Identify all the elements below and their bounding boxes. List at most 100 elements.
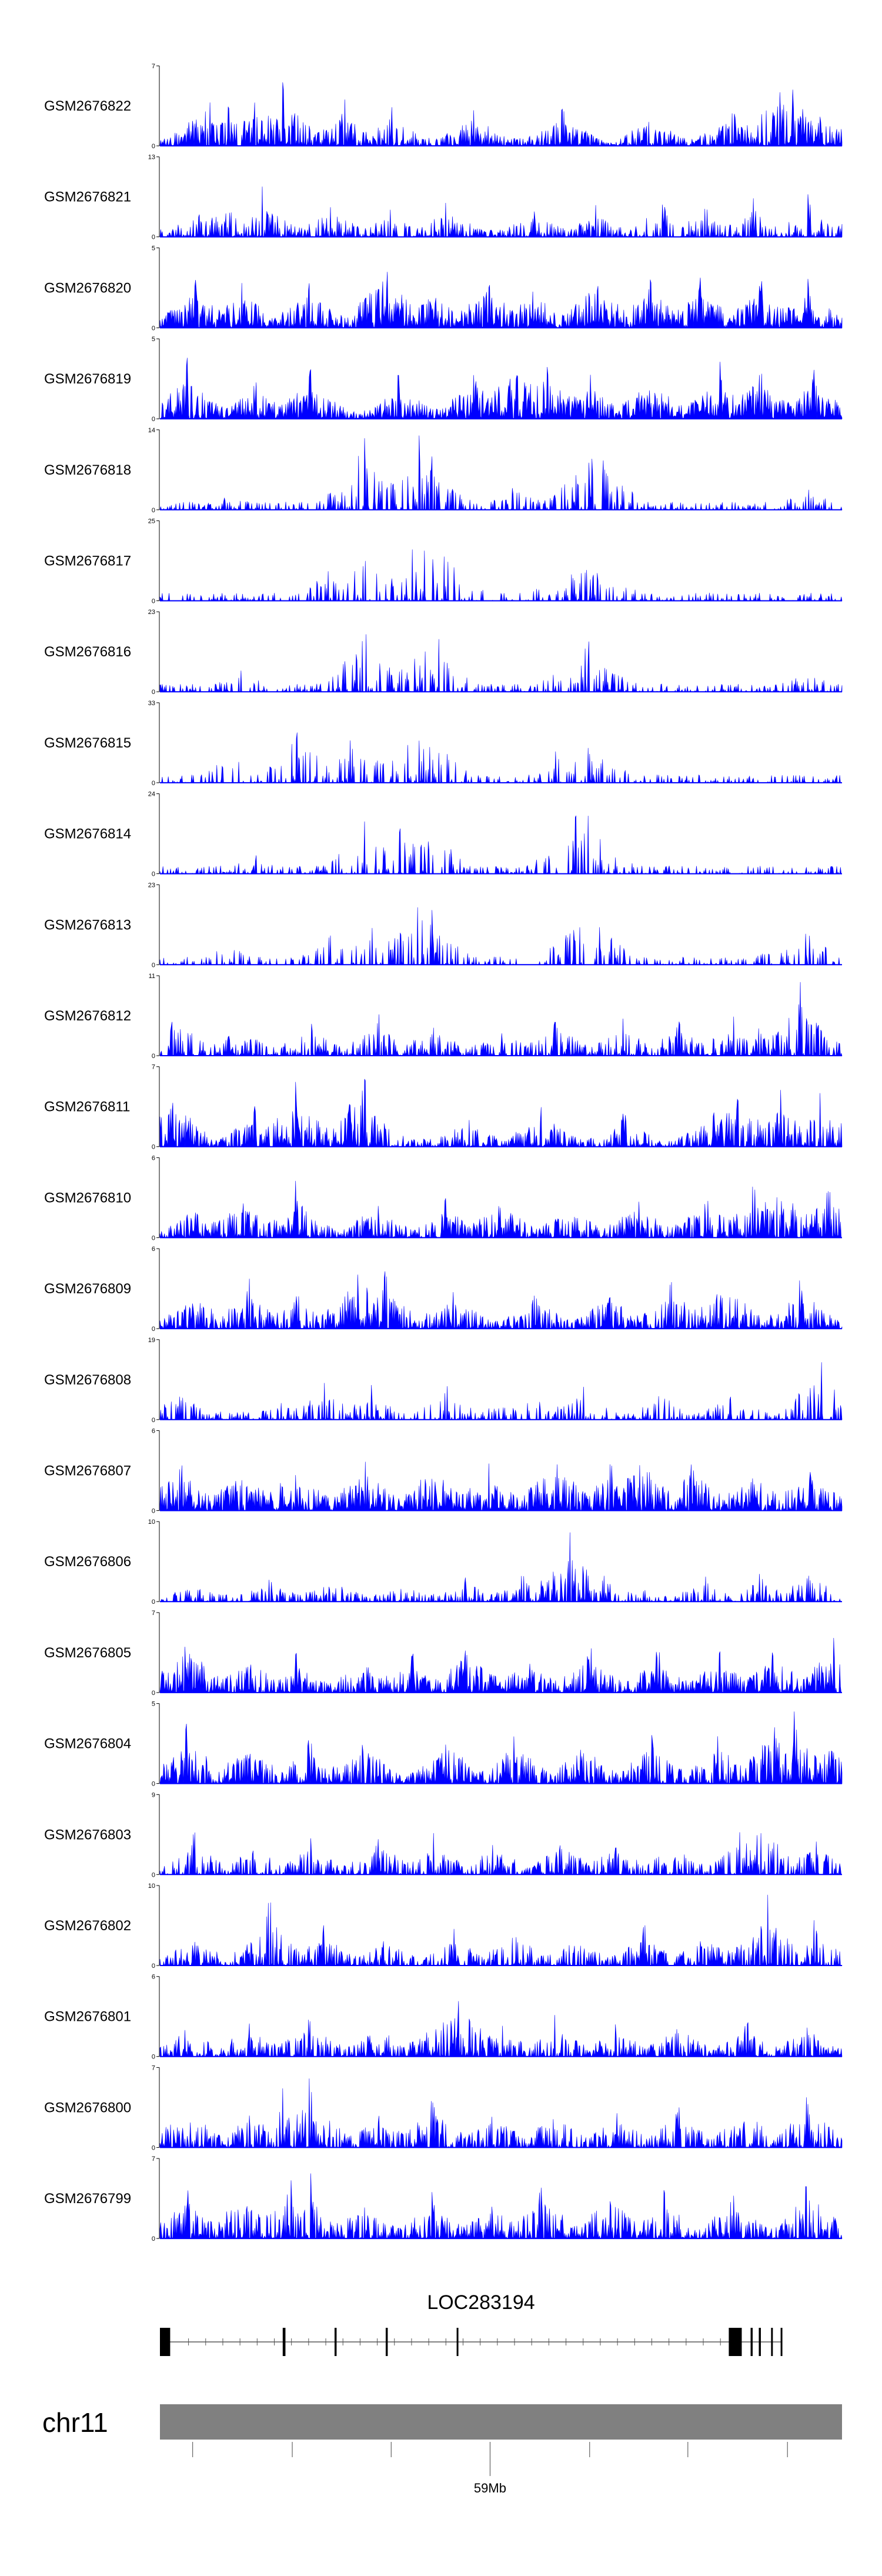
coverage-area (159, 1461, 843, 1511)
sample-track: GSM2676821 13 0 (44, 154, 843, 241)
y-min-label: 0 (152, 1871, 155, 1878)
sample-track: GSM2676811 7 0 (44, 1064, 843, 1151)
y-max-label: 5 (152, 1701, 155, 1708)
y-min-label: 0 (152, 1417, 155, 1424)
coverage-area (159, 549, 843, 602)
y-min-label: 0 (152, 507, 155, 514)
sample-track: GSM2676815 33 0 (44, 700, 842, 787)
coverage-area (159, 815, 842, 875)
gene-exon (456, 2328, 459, 2356)
y-min-label: 0 (152, 871, 155, 878)
coverage-area (159, 1271, 843, 1330)
y-max-label: 5 (152, 245, 155, 252)
y-min-label: 0 (152, 2235, 155, 2243)
sample-track: GSM2676806 10 0 (44, 1519, 843, 1606)
sample-track: GSM2676817 25 0 (44, 518, 843, 605)
y-min-label: 0 (152, 1599, 155, 1606)
sample-label: GSM2676818 (44, 462, 131, 478)
y-max-label: 7 (152, 1064, 155, 1071)
y-min-label: 0 (152, 689, 155, 696)
sample-track: GSM2676810 6 0 (44, 1154, 842, 1242)
y-max-label: 19 (148, 1337, 155, 1344)
y-min-label: 0 (152, 1144, 155, 1151)
coverage-area (159, 982, 843, 1057)
y-min-label: 0 (152, 1963, 155, 1970)
sample-label: GSM2676817 (44, 553, 131, 569)
sample-tracks: GSM267682270GSM2676821130GSM267682050GSM… (44, 63, 843, 2243)
gene-exon (780, 2328, 783, 2356)
y-min-label: 0 (152, 1781, 155, 1788)
sample-label: GSM2676803 (44, 1827, 131, 1843)
sample-label: GSM2676814 (44, 826, 131, 842)
sample-label: GSM2676810 (44, 1190, 131, 1206)
coverage-area (159, 2001, 843, 2057)
sample-label: GSM2676816 (44, 644, 131, 660)
coverage-area (159, 732, 842, 784)
y-min-label: 0 (152, 1053, 155, 1060)
gene-exon (729, 2328, 742, 2356)
gene-exon (750, 2328, 753, 2356)
sample-track: GSM2676812 11 0 (44, 973, 843, 1060)
gene-exon (771, 2328, 773, 2356)
coverage-area (159, 2173, 843, 2240)
gene-exon (282, 2328, 286, 2356)
y-max-label: 6 (152, 1154, 155, 1162)
y-max-label: 6 (152, 1974, 155, 1981)
sample-track: GSM2676813 23 0 (44, 882, 842, 969)
y-min-label: 0 (152, 1326, 155, 1333)
y-min-label: 0 (152, 1690, 155, 1697)
y-min-label: 0 (152, 234, 155, 241)
y-max-label: 23 (148, 882, 155, 889)
y-max-label: 7 (152, 63, 155, 70)
sample-track: GSM2676801 6 0 (44, 1974, 843, 2061)
coverage-area (159, 1894, 843, 1967)
gene-exon (759, 2328, 761, 2356)
gene-exon (334, 2328, 337, 2356)
chromosome-track: chr11 59Mb (42, 2404, 842, 2495)
coverage-area (159, 1711, 843, 1784)
sample-track: GSM2676799 7 0 (44, 2155, 843, 2243)
sample-track: GSM2676809 6 0 (44, 1246, 843, 1333)
sample-label: GSM2676812 (44, 1008, 131, 1024)
gene-name-label: LOC283194 (427, 2291, 534, 2314)
genome-axis-label: 59Mb (474, 2481, 506, 2495)
y-min-label: 0 (152, 780, 155, 787)
gene-exon (385, 2328, 388, 2356)
coverage-area (159, 2078, 843, 2148)
sample-track: GSM2676819 5 0 (44, 336, 843, 423)
sample-label: GSM2676800 (44, 2100, 131, 2115)
sample-label: GSM2676802 (44, 1918, 131, 1934)
y-max-label: 6 (152, 1428, 155, 1435)
y-max-label: 33 (148, 700, 155, 707)
y-max-label: 6 (152, 1246, 155, 1253)
sample-track: GSM2676820 5 0 (44, 245, 843, 332)
sample-track: GSM2676803 9 0 (44, 1791, 842, 1878)
y-max-label: 7 (152, 2064, 155, 2071)
y-max-label: 14 (148, 427, 155, 434)
coverage-area (159, 634, 843, 693)
sample-label: GSM2676819 (44, 371, 131, 387)
sample-label: GSM2676804 (44, 1736, 131, 1752)
y-max-label: 10 (148, 1519, 155, 1526)
y-max-label: 7 (152, 2155, 155, 2163)
coverage-area (159, 358, 843, 420)
sample-label: GSM2676822 (44, 98, 131, 114)
y-max-label: 10 (148, 1883, 155, 1890)
y-min-label: 0 (152, 962, 155, 969)
y-max-label: 7 (152, 1610, 155, 1617)
y-max-label: 25 (148, 518, 155, 525)
sample-label: GSM2676811 (44, 1099, 130, 1115)
sample-track: GSM2676818 14 0 (44, 427, 843, 514)
sample-track: GSM2676807 6 0 (44, 1428, 843, 1515)
sample-track: GSM2676804 5 0 (44, 1701, 843, 1788)
y-min-label: 0 (152, 1508, 155, 1515)
coverage-area (159, 82, 843, 147)
chromosome-name-label: chr11 (42, 2407, 108, 2438)
y-max-label: 23 (148, 609, 155, 616)
coverage-area (159, 907, 842, 966)
y-min-label: 0 (152, 325, 155, 332)
sample-label: GSM2676799 (44, 2191, 131, 2207)
coverage-area (159, 1362, 843, 1420)
y-max-label: 24 (148, 791, 155, 798)
sample-track: GSM2676802 10 0 (44, 1883, 843, 1970)
